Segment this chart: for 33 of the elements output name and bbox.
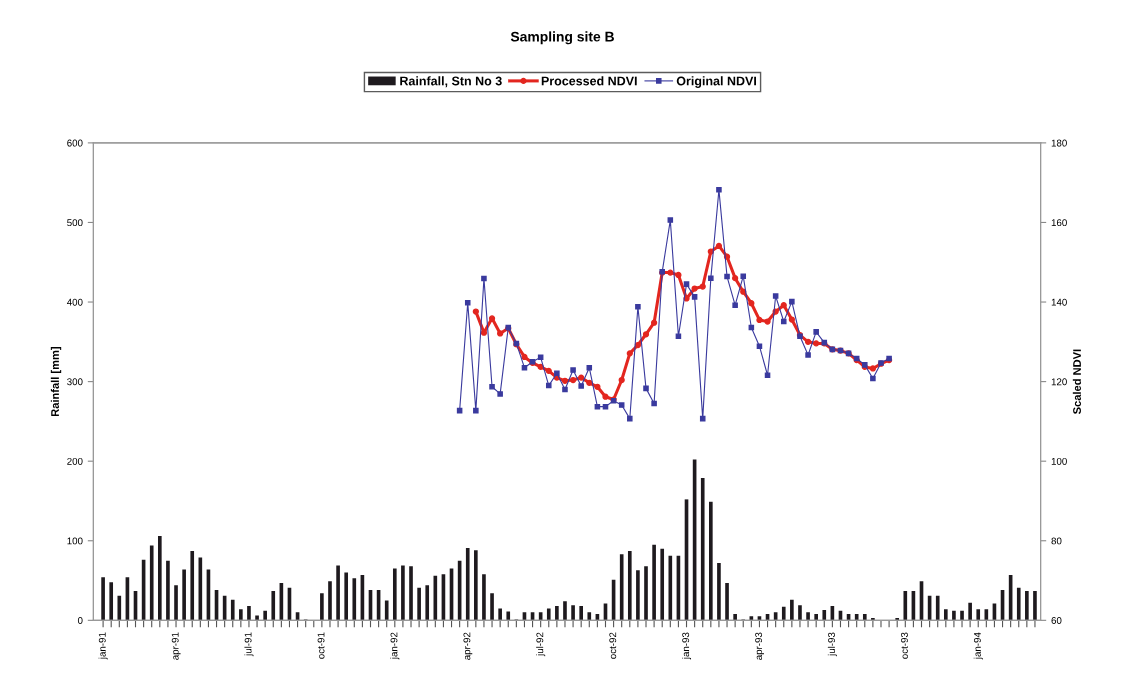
y2-tick-label: 60 (1051, 617, 1062, 624)
y2-tick-label: 140 (1051, 298, 1067, 306)
y-tick-label: 400 (66, 298, 83, 306)
y2-tick-label: 160 (1051, 219, 1067, 227)
y2-tick-label: 120 (1051, 378, 1067, 386)
x-tick-label: jan-91 (98, 632, 108, 660)
y-tick-label: 300 (67, 378, 83, 386)
x-tick-label: oct-91 (317, 632, 325, 659)
legend-label: Original NDVI (676, 76, 756, 88)
x-tick-label: jul-93 (827, 632, 837, 657)
x-tick-label: jul-91 (244, 632, 254, 657)
legend-label: Rainfall, Stn No 3 (400, 76, 502, 88)
y2-tick-label: 80 (1051, 537, 1062, 545)
x-tick-label: apr-92 (463, 632, 473, 660)
y-tick-label: 100 (67, 537, 83, 545)
legend-label: Processed NDVI (541, 76, 637, 86)
x-tick-label: jan-92 (390, 632, 400, 660)
y-tick-label: 200 (67, 457, 83, 465)
y2-tick-label: 180 (1051, 139, 1067, 147)
x-tick-label: oct-93 (901, 632, 908, 659)
x-tick-label: jul-92 (536, 632, 546, 657)
y2-tick-label: 100 (1051, 457, 1067, 465)
chart-title: Sampling site B (510, 31, 614, 45)
x-tick-label: jan-94 (973, 632, 983, 660)
x-tick-label: jan-93 (681, 632, 692, 660)
y-tick-label: 500 (67, 219, 83, 227)
x-tick-label: oct-92 (609, 632, 617, 659)
y2-axis-title: Scaled NDVI (1072, 349, 1081, 415)
y-axis-title: Rainfall [mm] (50, 347, 62, 417)
x-tick-label: apr-93 (755, 632, 764, 660)
y-tick-label: 600 (67, 139, 83, 147)
x-tick-label: apr-91 (171, 632, 181, 660)
y-tick-label: 0 (77, 617, 83, 624)
